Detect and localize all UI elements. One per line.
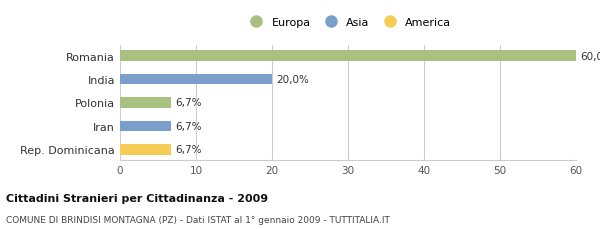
Text: 6,7%: 6,7% [175, 98, 202, 108]
Bar [120, 74, 272, 85]
Bar [120, 121, 171, 132]
Text: COMUNE DI BRINDISI MONTAGNA (PZ) - Dati ISTAT al 1° gennaio 2009 - TUTTITALIA.IT: COMUNE DI BRINDISI MONTAGNA (PZ) - Dati … [6, 215, 390, 224]
Bar [120, 144, 171, 155]
Text: 6,7%: 6,7% [175, 145, 202, 155]
Bar [120, 98, 171, 108]
Text: 20,0%: 20,0% [277, 75, 310, 85]
Text: 60,0%: 60,0% [581, 51, 600, 61]
Text: Cittadini Stranieri per Cittadinanza - 2009: Cittadini Stranieri per Cittadinanza - 2… [6, 194, 268, 204]
Bar [120, 51, 576, 62]
Legend: Europa, Asia, America: Europa, Asia, America [241, 15, 455, 31]
Text: 6,7%: 6,7% [175, 121, 202, 131]
